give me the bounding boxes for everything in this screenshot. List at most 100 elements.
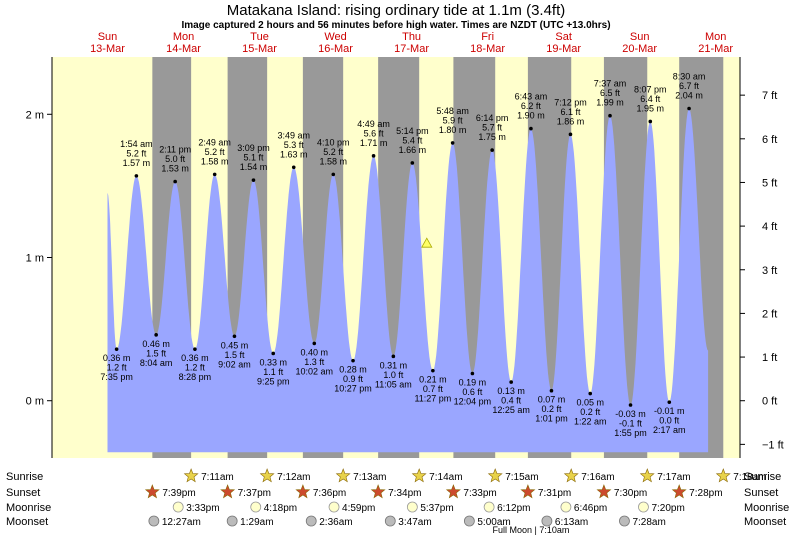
high-tide-ft-label: 5.2 ft [205, 147, 226, 157]
sunset-time: 7:28pm [689, 488, 722, 499]
high-tide-m-label: 1.80 m [439, 125, 467, 135]
low-tide-point [391, 354, 396, 359]
right-axis-tick-label: 0 ft [762, 396, 777, 408]
high-tide-point [648, 119, 653, 124]
moonset-time: 6:13am [555, 517, 588, 528]
low-tide-ft-label: 1.5 ft [146, 348, 167, 358]
right-axis-tick-label: 7 ft [762, 90, 777, 102]
high-tide-time-label: 7:37 am [594, 79, 627, 89]
high-tide-time-label: 1:54 am [120, 139, 153, 149]
low-tide-m-label: 0.40 m [301, 347, 329, 357]
moonset-time: 12:27am [162, 517, 201, 528]
tide-area [107, 108, 709, 453]
low-tide-m-label: 0.07 m [538, 395, 566, 405]
day-name-label: Sat [555, 31, 572, 43]
high-tide-ft-label: 5.9 ft [443, 115, 464, 125]
low-tide-ft-label: 1.2 ft [185, 363, 206, 373]
high-tide-m-label: 1.66 m [399, 145, 427, 155]
low-tide-point [667, 400, 672, 404]
sunrise-row-label-left: Sunrise [6, 471, 43, 483]
low-tide-time-label: 1:55 pm [614, 428, 647, 438]
day-date-label: 19-Mar [546, 43, 581, 55]
high-tide-m-label: 1.54 m [240, 162, 268, 172]
high-tide-point [371, 154, 376, 158]
high-tide-m-label: 1.75 m [478, 132, 506, 142]
sunset-icon [520, 484, 536, 499]
high-tide-ft-label: 5.1 ft [243, 153, 264, 163]
low-tide-time-label: 9:02 am [218, 359, 251, 369]
moonset-row-label-left: Moonset [6, 516, 48, 528]
chart-subtitle: Image captured 2 hours and 56 minutes be… [181, 20, 610, 31]
moonset-row-label-right: Moonset [744, 516, 786, 528]
low-tide-ft-label: 1.3 ft [304, 357, 325, 367]
low-tide-point [154, 333, 158, 337]
moonrise-time: 5:37pm [420, 503, 453, 514]
moonset-time: 7:28am [632, 517, 665, 528]
low-tide-point [549, 388, 554, 393]
low-tide-m-label: -0.03 m [615, 409, 646, 419]
high-tide-time-label: 5:48 am [436, 106, 469, 116]
right-axis-tick-label: 2 ft [762, 308, 777, 320]
sunset-row-label-right: Sunset [744, 487, 778, 499]
axes-layer: 0 m 1 m 2 m −1 ft 0 ft 1 ft 2 ft 3 ft 4 ft 5 ft 6 … [26, 57, 784, 458]
moonset-time: 3:47am [398, 517, 431, 528]
high-tide-point [529, 126, 533, 131]
sunset-icon [370, 484, 386, 499]
sunrise-icon [563, 468, 579, 483]
high-tide-ft-label: 6.7 ft [679, 81, 700, 91]
high-tide-ft-label: 6.1 ft [560, 107, 581, 117]
current-tide-marker [421, 237, 433, 248]
tide-extremes-layer: 0.36 m1.2 ft7:35 pm1:54 am5.2 ft1.57 m0.… [100, 72, 705, 438]
high-tide-ft-label: 5.0 ft [165, 154, 186, 164]
high-tide-point [251, 178, 256, 182]
sunset-time: 7:34pm [388, 488, 421, 499]
moonset-icon [305, 515, 317, 527]
moonset-time: 5:00am [477, 517, 510, 528]
sunset-icon [671, 484, 687, 499]
right-axis-tick-label: 1 ft [762, 352, 777, 364]
sunrise-time: 7:14am [429, 472, 462, 483]
moonrise-time: 4:18pm [264, 503, 297, 514]
sunset-icon [596, 484, 612, 499]
right-axis-tick-label: −1 ft [762, 439, 784, 451]
sunrise-icon [487, 468, 503, 483]
sunset-icon [220, 484, 236, 499]
low-tide-ft-label: 0.2 ft [580, 407, 601, 417]
sunset-row-label-left: Sunset [6, 487, 40, 499]
header-layer: Matakana Island: rising ordinary tide at… [181, 2, 610, 31]
sunrise-icon [183, 468, 199, 483]
low-tide-time-label: 8:28 pm [179, 372, 212, 382]
high-tide-m-label: 1.57 m [123, 158, 151, 168]
high-tide-point [568, 132, 573, 137]
sunset-icon [144, 484, 160, 499]
high-tide-m-label: 1.58 m [201, 156, 229, 166]
low-tide-ft-label: 1.0 ft [383, 370, 404, 380]
right-axis-tick-label: 4 ft [762, 221, 777, 233]
sunset-time: 7:31pm [538, 488, 571, 499]
day-name-label: Sun [630, 31, 650, 43]
low-tide-m-label: 0.31 m [380, 360, 408, 370]
high-tide-ft-label: 6.4 ft [640, 94, 661, 104]
low-tide-m-label: 0.05 m [576, 398, 604, 408]
low-tide-time-label: 10:27 pm [334, 384, 372, 394]
high-tide-ft-label: 5.7 ft [482, 123, 503, 133]
moonset-icon [463, 515, 475, 527]
moonrise-icon [406, 501, 418, 513]
sunrise-time: 7:15am [505, 472, 538, 483]
moonrise-time: 4:59pm [342, 503, 375, 514]
high-tide-time-label: 6:43 am [515, 92, 548, 102]
high-tide-ft-label: 6.2 ft [521, 101, 542, 111]
low-tide-point [114, 347, 119, 351]
moonrise-icon [638, 501, 649, 513]
sunset-time: 7:37pm [238, 488, 271, 499]
moonrise-icon [172, 501, 184, 513]
day-date-label: 16-Mar [318, 43, 353, 55]
right-axis-tick-label: 6 ft [762, 134, 777, 146]
low-tide-point [431, 368, 435, 373]
day-date-label: 20-Mar [622, 43, 657, 55]
moonset-icon [619, 515, 630, 527]
low-tide-time-label: 2:17 am [653, 425, 686, 435]
low-tide-m-label: 0.46 m [142, 339, 170, 349]
sunset-time: 7:30pm [614, 488, 647, 499]
high-tide-m-label: 1.90 m [517, 111, 545, 121]
